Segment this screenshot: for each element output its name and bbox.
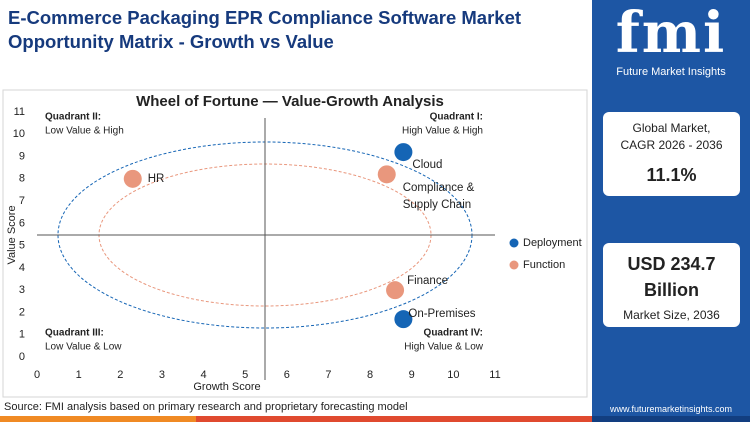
point bbox=[394, 310, 413, 329]
x-tick-label: 11 bbox=[489, 369, 500, 381]
stat-label: Global Market, CAGR 2026 - 2036 bbox=[620, 121, 723, 152]
y-tick-label: 4 bbox=[19, 262, 25, 274]
page-title: E-Commerce Packaging EPR Compliance Soft… bbox=[8, 7, 522, 52]
brand: Future Market Insights bbox=[616, 66, 726, 78]
quadrant-text: Low Value & Low bbox=[45, 342, 122, 353]
x-tick-label: 7 bbox=[325, 369, 331, 381]
quadrant-name: Quadrant IV: bbox=[424, 328, 483, 339]
x-tick-label: 9 bbox=[409, 369, 415, 381]
x-tick-label: 5 bbox=[242, 369, 248, 381]
legend-swatch bbox=[509, 260, 519, 270]
point-label-box: Compliance & Supply Chain bbox=[402, 182, 475, 212]
quadrant-name: Quadrant I: bbox=[430, 112, 483, 123]
point-label-box: On-Premises bbox=[408, 308, 476, 321]
website: www.futuremarketinsights.com bbox=[609, 404, 733, 414]
logo: fmi bbox=[615, 0, 727, 66]
point bbox=[377, 165, 396, 184]
point-label-box: Cloud bbox=[412, 159, 443, 172]
point-label-box: Finance bbox=[407, 275, 448, 288]
x-tick-label: 10 bbox=[447, 369, 459, 381]
stat-label: Market Size, 2036 bbox=[623, 308, 720, 322]
stat-value: USD 234.7 Billion bbox=[627, 254, 716, 300]
y-tick-label: 5 bbox=[19, 240, 25, 252]
strip bbox=[196, 416, 592, 422]
y-axis-label: Value Score bbox=[6, 205, 18, 264]
x-axis-label: Growth Score bbox=[193, 381, 260, 393]
y-tick-label: 8 bbox=[19, 173, 25, 185]
side-panel: fmi Future Market Insights Global Market… bbox=[592, 0, 750, 416]
point-label: Finance bbox=[407, 275, 448, 288]
y-tick-label: 9 bbox=[19, 150, 25, 162]
point-label: HR bbox=[147, 172, 165, 185]
x-tick-label: 6 bbox=[284, 369, 290, 381]
x-tick-label: 0 bbox=[34, 369, 40, 381]
chart-title: Wheel of Fortune — Value-Growth Analysis bbox=[136, 93, 444, 110]
chart: Wheel of Fortune — Value-Growth Analysis… bbox=[2, 89, 588, 398]
source-note: Source: FMI analysis based on primary re… bbox=[4, 401, 408, 413]
y-tick-label: 2 bbox=[19, 306, 25, 318]
stat-value: 11.1% bbox=[646, 165, 697, 185]
y-tick-label: 7 bbox=[19, 195, 25, 207]
y-tick-label: 11 bbox=[14, 106, 25, 118]
y-tick-label: 6 bbox=[19, 217, 25, 229]
point bbox=[394, 143, 413, 162]
quadrant-text: Low Value & High bbox=[45, 126, 124, 137]
point bbox=[386, 281, 405, 300]
quadrant-name: Quadrant III: bbox=[45, 328, 104, 339]
quadrant-text: High Value & Low bbox=[404, 342, 484, 353]
point-label: Cloud bbox=[412, 159, 443, 172]
legend-label: Deployment bbox=[523, 237, 582, 249]
chart-frame bbox=[2, 89, 588, 398]
y-tick-label: 0 bbox=[19, 351, 25, 363]
quadrant-name: Quadrant II: bbox=[45, 112, 101, 123]
y-tick-label: 3 bbox=[19, 284, 25, 296]
x-tick-label: 4 bbox=[200, 369, 206, 381]
x-tick-label: 8 bbox=[367, 369, 373, 381]
legend-label: Function bbox=[523, 259, 565, 271]
point-label-box: HR bbox=[147, 172, 165, 185]
quadrant-text: High Value & High bbox=[402, 126, 483, 137]
y-tick-label: 10 bbox=[13, 128, 25, 140]
x-tick-label: 3 bbox=[159, 369, 165, 381]
x-tick-label: 1 bbox=[76, 369, 82, 381]
strip bbox=[0, 416, 196, 422]
point-label: Compliance & Supply Chain bbox=[402, 182, 475, 212]
y-tick-label: 1 bbox=[19, 329, 25, 341]
stat-card: USD 234.7 Billion Market Size, 2036 bbox=[603, 243, 740, 327]
legend-swatch bbox=[509, 238, 519, 248]
x-tick-label: 2 bbox=[117, 369, 123, 381]
point bbox=[123, 169, 142, 188]
stat-card: Global Market, CAGR 2026 - 2036 11.1% bbox=[603, 112, 740, 196]
point-label: On-Premises bbox=[408, 308, 476, 321]
strip bbox=[592, 416, 750, 422]
